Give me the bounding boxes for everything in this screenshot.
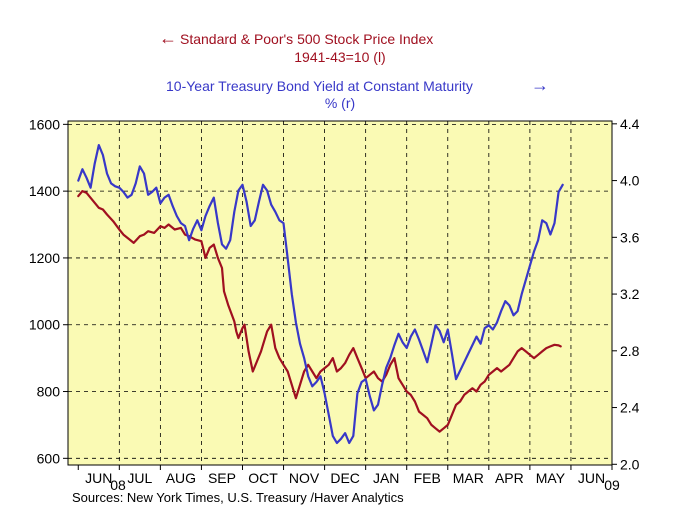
plot-area [67, 120, 613, 466]
x-tick-label: FEB [414, 470, 441, 486]
x-tick-label: OCT [248, 470, 278, 486]
title-treasury-line2: % (r) [325, 95, 355, 111]
left-series-arrow: ← [159, 28, 177, 48]
x-tick-label: APR [495, 470, 524, 486]
left-tick-label: 1200 [29, 250, 60, 266]
right-tick-label: 3.2 [620, 286, 640, 302]
left-tick-label: 800 [37, 384, 61, 400]
right-tick-label: 2.8 [620, 343, 640, 359]
x-tick-label: MAR [453, 470, 484, 486]
right-tick-label: 4.4 [620, 116, 640, 132]
title-sp500-line2: 1941-43=10 (l) [294, 49, 385, 65]
x-tick-label: JAN [373, 470, 399, 486]
right-tick-label: 4.0 [620, 173, 640, 189]
year-label-09: 09 [604, 477, 620, 493]
left-tick-label: 1600 [29, 116, 60, 132]
right-tick-label: 2.0 [620, 456, 640, 472]
x-tick-label: SEP [208, 470, 236, 486]
right-series-arrow: → [531, 75, 549, 95]
axes: 600 800 1000 1200 1400 1600 2.0 2.4 2.8 3.2 3.6 4.0… [29, 116, 640, 486]
left-tick-label: 1000 [29, 317, 60, 333]
x-tick-label: JUN [578, 470, 605, 486]
year-label-08: 08 [110, 477, 126, 493]
title-sp500-line1: Standard & Poor's 500 Stock Price Index [180, 31, 433, 47]
x-tick-label: NOV [289, 470, 320, 486]
x-tick-label: AUG [166, 470, 196, 486]
left-tick-label: 600 [37, 450, 61, 466]
x-tick-label: DEC [330, 470, 360, 486]
source-note: Sources: New York Times, U.S. Treasury /… [72, 490, 404, 505]
x-tick-label: JUL [127, 470, 152, 486]
x-tick-label: JUN [85, 470, 112, 486]
series-line-treasury-yield [77, 144, 564, 445]
right-tick-label: 2.4 [620, 400, 640, 416]
series-layer [77, 144, 564, 445]
right-tick-label: 3.6 [620, 229, 640, 245]
title-treasury-line1: 10-Year Treasury Bond Yield at Constant … [166, 78, 473, 94]
left-tick-label: 1400 [29, 183, 60, 199]
series-line-sp500 [77, 190, 562, 433]
gridlines [68, 121, 612, 465]
x-tick-label: MAY [536, 470, 566, 486]
